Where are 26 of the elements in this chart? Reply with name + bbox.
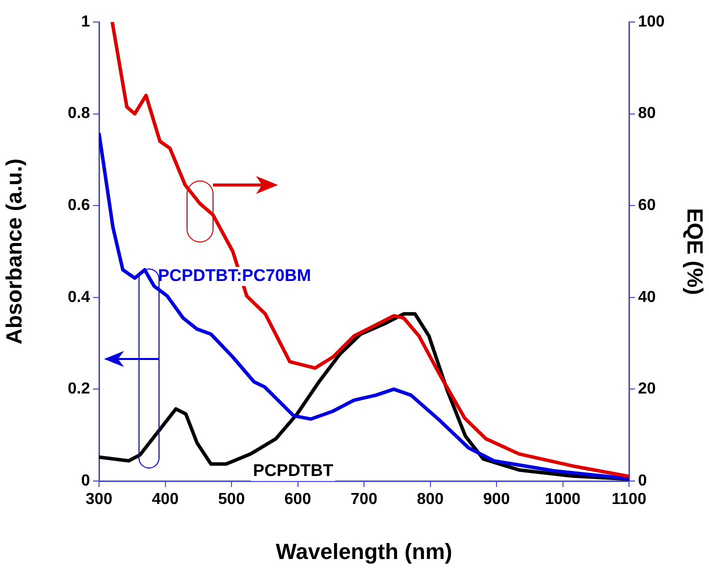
- x-tick-label: 900: [483, 491, 510, 508]
- series-label: PCPDTBT:PC70BM: [158, 266, 312, 286]
- x-tick-label: 500: [218, 491, 245, 508]
- y-axis-title: Absorbance (a.u.): [1, 158, 26, 344]
- y2-tick-label: 20: [638, 380, 656, 398]
- x-tick-label: 700: [350, 491, 378, 508]
- x-tick-label: 600: [284, 491, 312, 508]
- y-tick-label: 0.8: [68, 105, 90, 122]
- y2-tick-label: 80: [638, 105, 656, 122]
- y2-tick-label: 60: [638, 197, 656, 214]
- x-tick-label: 1100: [612, 491, 646, 508]
- series-label: PCPDTBT: [253, 461, 334, 480]
- x-tick-label: 300: [86, 491, 112, 508]
- x-tick-label: 400: [152, 491, 179, 508]
- y-tick-label: 0: [81, 472, 90, 490]
- x-axis-title: Wavelength (nm): [276, 538, 452, 564]
- y2-axis-title: EQE (%): [682, 208, 708, 295]
- y2-tick-label: 100: [638, 13, 665, 30]
- x-tick-label: 800: [416, 491, 444, 508]
- y-tick-label: 0.6: [68, 197, 90, 214]
- x-tick-label: 1000: [544, 491, 581, 508]
- y-tick-label: 0.2: [68, 380, 90, 398]
- y-tick-label: 1: [81, 13, 90, 30]
- y2-tick-label: 0: [638, 472, 647, 490]
- y2-tick-label: 40: [638, 288, 656, 306]
- y-tick-label: 0.4: [68, 288, 90, 306]
